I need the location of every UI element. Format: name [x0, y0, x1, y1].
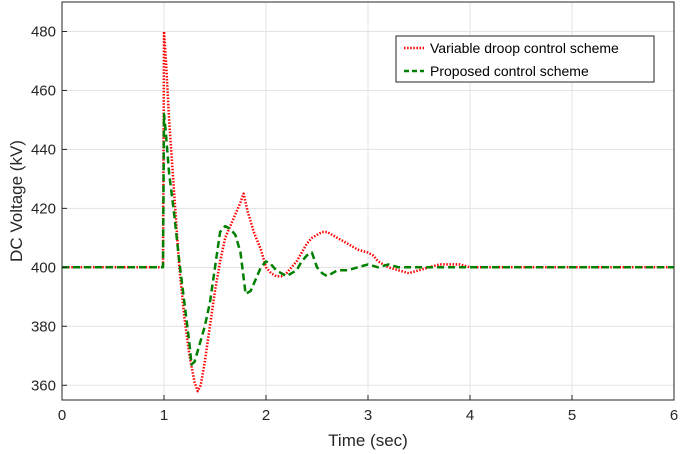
x-tick-label: 4	[466, 407, 474, 424]
y-tick-label: 480	[31, 23, 56, 40]
legend-box	[395, 35, 655, 83]
legend-label-variable-droop: Variable droop control scheme	[430, 40, 619, 56]
series-line-1	[62, 112, 674, 366]
x-tick-label: 6	[670, 407, 678, 424]
y-tick-label: 440	[31, 141, 56, 158]
legend-label-proposed: Proposed control scheme	[430, 63, 589, 79]
y-tick-label: 380	[31, 318, 56, 335]
x-tick-label: 5	[568, 407, 576, 424]
y-tick-label: 400	[31, 259, 56, 276]
ticks: 0 1 2 3 4 5 6 360 380 400 420 440 460 480	[31, 23, 678, 424]
series-line-0	[62, 30, 674, 393]
y-tick-label: 460	[31, 82, 56, 99]
x-tick-label: 0	[58, 407, 66, 424]
x-tick-label: 1	[160, 407, 168, 424]
x-axis-label: Time (sec)	[328, 431, 408, 450]
y-axis-label: DC Voltage (kV)	[7, 140, 26, 262]
data-lines	[62, 30, 674, 393]
y-tick-label: 360	[31, 377, 56, 394]
x-tick-label: 3	[364, 407, 372, 424]
x-tick-label: 2	[262, 407, 270, 424]
y-tick-label: 420	[31, 200, 56, 217]
legend: Variable droop control scheme Proposed c…	[395, 35, 655, 83]
